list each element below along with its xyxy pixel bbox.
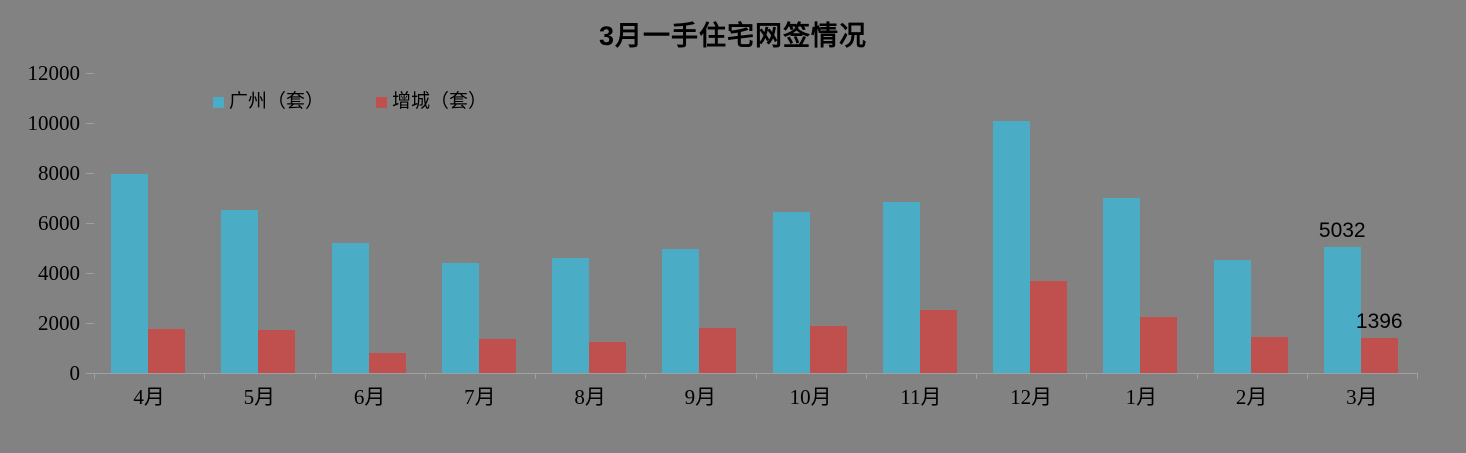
legend-item-guangzhou: 广州（套） <box>213 92 324 112</box>
legend-swatch-guangzhou-icon <box>213 96 224 108</box>
data-label: 5032 <box>1318 219 1366 243</box>
y-axis-tick <box>86 223 94 224</box>
x-axis-tick <box>1417 373 1418 379</box>
bar-s0-2月 <box>1213 260 1251 373</box>
y-axis-label: 6000 <box>38 211 80 235</box>
x-axis-tick <box>755 373 757 379</box>
bar-s0-7月 <box>441 263 479 373</box>
x-axis-tick <box>204 373 206 379</box>
bar-s0-3月 <box>1323 247 1361 373</box>
chart-legend: 广州（套） 增城（套） <box>213 92 487 112</box>
y-axis-tick <box>86 373 94 374</box>
y-axis-tick <box>86 123 94 124</box>
bar-s1-3月 <box>1360 338 1398 373</box>
bar-s0-9月 <box>662 248 700 373</box>
y-axis-tick <box>86 173 94 174</box>
x-axis-tick <box>1306 373 1308 379</box>
bar-s0-10月 <box>772 211 810 373</box>
x-axis-label: 11月 <box>900 385 942 409</box>
x-axis-tick <box>645 373 647 379</box>
y-axis-label: 0 <box>69 361 81 385</box>
bar-s1-2月 <box>1250 337 1288 373</box>
y-axis-tick <box>86 323 94 324</box>
x-axis-label: 10月 <box>789 385 832 409</box>
x-axis-label: 9月 <box>684 385 717 409</box>
x-axis-label: 6月 <box>353 385 386 409</box>
x-axis-label: 1月 <box>1125 385 1158 409</box>
bar-s0-12月 <box>993 120 1030 373</box>
legend-label-guangzhou: 广州（套） <box>229 91 325 112</box>
y-axis-tick <box>86 273 94 274</box>
bar-s0-6月 <box>331 243 369 373</box>
x-axis-tick <box>424 373 426 379</box>
bar-s0-5月 <box>221 210 259 373</box>
legend-item-zengcheng: 增城（套） <box>376 92 487 112</box>
y-axis-label: 12000 <box>27 61 81 85</box>
legend-label-zengcheng: 增城（套） <box>392 91 488 112</box>
bar-s1-8月 <box>589 342 626 373</box>
x-axis-label: 3月 <box>1346 385 1378 409</box>
y-axis-label: 4000 <box>38 261 80 285</box>
bar-s1-11月 <box>919 310 957 373</box>
bar-s1-12月 <box>1030 281 1067 373</box>
bar-s1-6月 <box>368 353 406 373</box>
bar-s0-1月 <box>1103 198 1141 373</box>
chart-title: 3月一手住宅网签情况 <box>598 21 868 51</box>
x-axis-tick <box>1196 373 1198 379</box>
x-axis-label: 4月 <box>133 385 165 409</box>
bar-s1-7月 <box>478 339 516 373</box>
bar-s1-5月 <box>258 330 296 373</box>
bar-s0-8月 <box>552 258 589 373</box>
y-axis-label: 2000 <box>38 311 80 335</box>
x-axis-tick <box>976 373 977 379</box>
x-axis-label: 7月 <box>464 385 496 409</box>
x-axis-label: 12月 <box>1010 385 1053 409</box>
bar-s0-11月 <box>882 201 920 373</box>
y-axis-label: 8000 <box>38 161 80 185</box>
bar-s1-1月 <box>1140 317 1178 373</box>
x-axis-label: 2月 <box>1235 385 1268 409</box>
x-axis-tick <box>865 373 867 379</box>
legend-swatch-zengcheng-icon <box>376 96 388 108</box>
bar-s0-4月 <box>111 174 148 373</box>
y-axis-tick <box>86 73 94 74</box>
x-axis-tick <box>1086 373 1088 379</box>
x-axis-label: 5月 <box>243 385 276 409</box>
bar-s1-10月 <box>809 326 847 373</box>
y-axis-label: 10000 <box>27 111 81 135</box>
x-axis-tick <box>94 373 95 379</box>
data-label: 1396 <box>1355 310 1403 334</box>
bar-s1-9月 <box>699 328 737 373</box>
bar-s1-4月 <box>148 328 185 373</box>
x-axis-tick <box>535 373 536 379</box>
x-axis-tick <box>314 373 316 379</box>
x-axis-label: 8月 <box>574 385 606 409</box>
